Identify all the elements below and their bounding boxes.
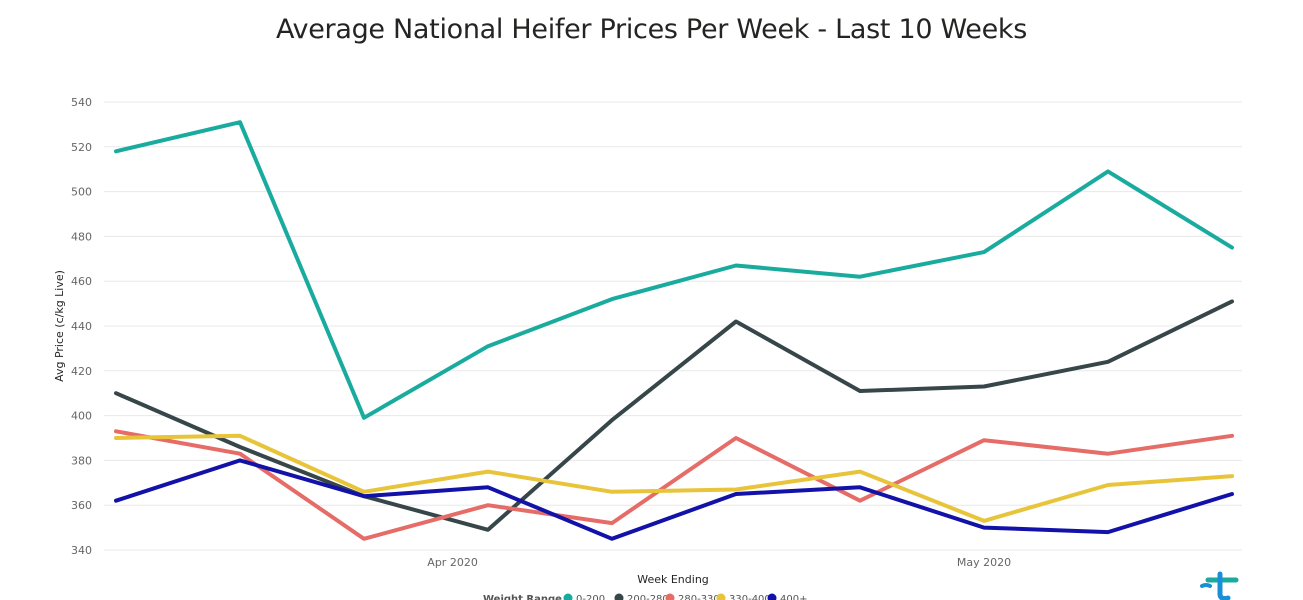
y-tick-label: 420 xyxy=(71,365,92,378)
legend-marker xyxy=(614,593,624,600)
y-tick-label: 400 xyxy=(71,410,92,423)
y-tick-label: 500 xyxy=(71,186,92,199)
y-axis-ticks: 340 360 380 400 420 440 460 480 500 520 540 xyxy=(71,96,92,557)
y-tick-label: 520 xyxy=(71,141,92,154)
legend-label[interactable]: 330-400 xyxy=(729,594,771,600)
legend-title: Weight Range xyxy=(483,594,562,600)
y-tick-label: 540 xyxy=(71,96,92,109)
x-axis-ticks: Apr 2020 May 2020 xyxy=(427,556,1011,569)
y-axis-label: Avg Price (c/kg Live) xyxy=(53,270,66,382)
series-line-4 xyxy=(114,458,1234,541)
x-tick-label: May 2020 xyxy=(957,556,1011,569)
series-line-2 xyxy=(114,429,1234,541)
y-tick-label: 460 xyxy=(71,275,92,288)
legend-marker xyxy=(716,593,726,600)
legend-marker xyxy=(767,593,777,600)
x-tick-label: Apr 2020 xyxy=(427,556,478,569)
legend-label[interactable]: 200-280 xyxy=(627,594,669,600)
series-line-1 xyxy=(114,299,1234,532)
legend-marker xyxy=(665,593,675,600)
legend-label[interactable]: 0-200 xyxy=(576,594,605,600)
y-tick-label: 340 xyxy=(71,544,92,557)
series-line-0 xyxy=(114,120,1234,420)
legend: Weight Range 0-200 200-280 280-330 330-400 40… xyxy=(483,593,807,600)
legend-label[interactable]: 280-330 xyxy=(678,594,720,600)
brand-logo-icon xyxy=(1200,571,1239,600)
x-axis-label: Week Ending xyxy=(637,573,709,586)
series-line-3 xyxy=(114,433,1234,523)
legend-label[interactable]: 400+ xyxy=(780,594,807,600)
series-lines xyxy=(114,120,1234,541)
y-tick-label: 440 xyxy=(71,320,92,333)
y-tick-label: 380 xyxy=(71,454,92,467)
y-tick-label: 480 xyxy=(71,230,92,243)
y-tick-label: 360 xyxy=(71,499,92,512)
chart-title: Average National Heifer Prices Per Week … xyxy=(275,14,1028,45)
legend-marker xyxy=(563,593,573,600)
